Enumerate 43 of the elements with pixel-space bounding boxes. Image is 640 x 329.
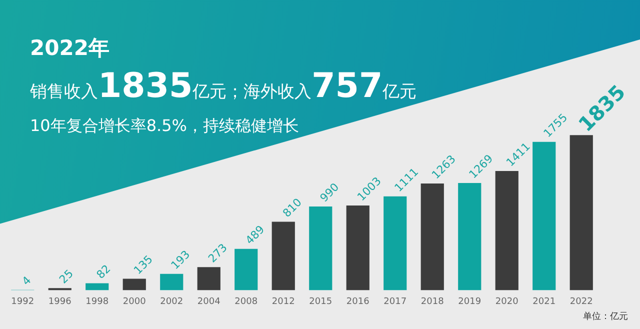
data-label: 810 xyxy=(280,196,304,220)
bar xyxy=(234,248,258,290)
bar xyxy=(86,283,109,290)
bar xyxy=(309,206,332,290)
x-tick-label: 1996 xyxy=(48,296,72,307)
data-label: 193 xyxy=(168,248,193,272)
x-tick-label: 2004 xyxy=(197,296,221,307)
bar xyxy=(570,135,593,290)
x-tick-label: 2021 xyxy=(532,296,556,307)
bar xyxy=(495,170,518,290)
chart-subtitle: 销售收入1835亿元；海外收入757亿元 xyxy=(30,66,417,106)
bar xyxy=(272,222,295,290)
x-tick-label: 2008 xyxy=(234,296,258,307)
data-label: 273 xyxy=(206,241,230,266)
bar xyxy=(160,274,184,290)
x-tick-label: 1992 xyxy=(11,296,34,307)
bar xyxy=(197,267,220,290)
x-tick-label: 1998 xyxy=(86,296,109,307)
text: 10年复合增长率8.5%，持续稳健增长 xyxy=(30,116,300,137)
data-label: 82 xyxy=(94,262,114,282)
bar xyxy=(346,205,370,290)
bar xyxy=(458,182,482,290)
text: 单位：亿元 xyxy=(583,310,628,323)
x-tick-label: 2002 xyxy=(160,296,184,307)
x-tick-label: 2012 xyxy=(272,296,295,307)
data-label: 135 xyxy=(131,252,156,277)
data-label: 4 xyxy=(20,274,34,288)
x-tick-label: 2022 xyxy=(570,296,593,307)
data-label: 489 xyxy=(243,222,268,248)
data-label: 25 xyxy=(56,267,76,286)
bar xyxy=(122,278,146,290)
x-tick-label: 2020 xyxy=(495,296,519,307)
x-tick-label: 2018 xyxy=(420,296,444,307)
x-tick-label: 2015 xyxy=(309,296,332,307)
x-tick-label: 2000 xyxy=(122,296,146,307)
chart-title: 2022年 xyxy=(30,35,110,62)
x-tick-label: 2019 xyxy=(458,296,482,307)
bar xyxy=(384,196,407,290)
bar xyxy=(420,183,444,290)
x-tick-label: 2017 xyxy=(384,296,407,307)
data-label: 990 xyxy=(318,180,342,205)
x-tick-label: 2016 xyxy=(346,296,370,307)
bar xyxy=(532,142,556,290)
